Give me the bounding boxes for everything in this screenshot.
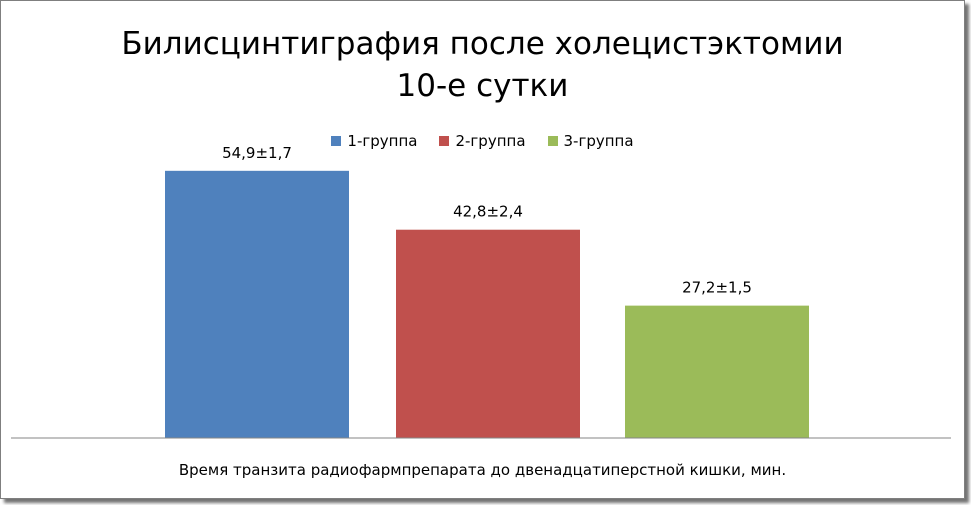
chart-plot-area: 54,9±1,7 42,8±2,4 27,2±1,5 [11, 144, 951, 439]
bar-group-2 [396, 229, 580, 438]
legend-label-group-3: 3-группа [563, 132, 634, 150]
legend-label-group-2: 2-группа [455, 132, 526, 150]
chart-legend: 1-группа 2-группа 3-группа [1, 132, 964, 150]
bar-group-1 [165, 170, 349, 438]
legend-item-group-3: 3-группа [547, 132, 634, 150]
data-label-group-3: 27,2±1,5 [682, 279, 752, 297]
data-label-group-2: 42,8±2,4 [453, 203, 523, 221]
bar-group-3 [625, 305, 809, 438]
legend-swatch-group-2 [439, 136, 450, 146]
legend-item-group-1: 1-группа [331, 132, 417, 150]
legend-swatch-group-1 [331, 136, 342, 146]
legend-swatch-group-3 [547, 136, 558, 146]
data-label-group-1: 54,9±1,7 [222, 144, 292, 162]
chart-title: Билисцинтиграфия после холецистэктомии 1… [1, 23, 964, 107]
chart-title-line-1: Билисцинтиграфия после холецистэктомии [121, 26, 844, 62]
legend-item-group-2: 2-группа [439, 132, 526, 150]
legend-label-group-1: 1-группа [347, 132, 418, 150]
x-axis-label: Время транзита радиофармпрепарата до две… [178, 461, 787, 479]
chart-title-line-2: 10-е сутки [396, 68, 569, 104]
